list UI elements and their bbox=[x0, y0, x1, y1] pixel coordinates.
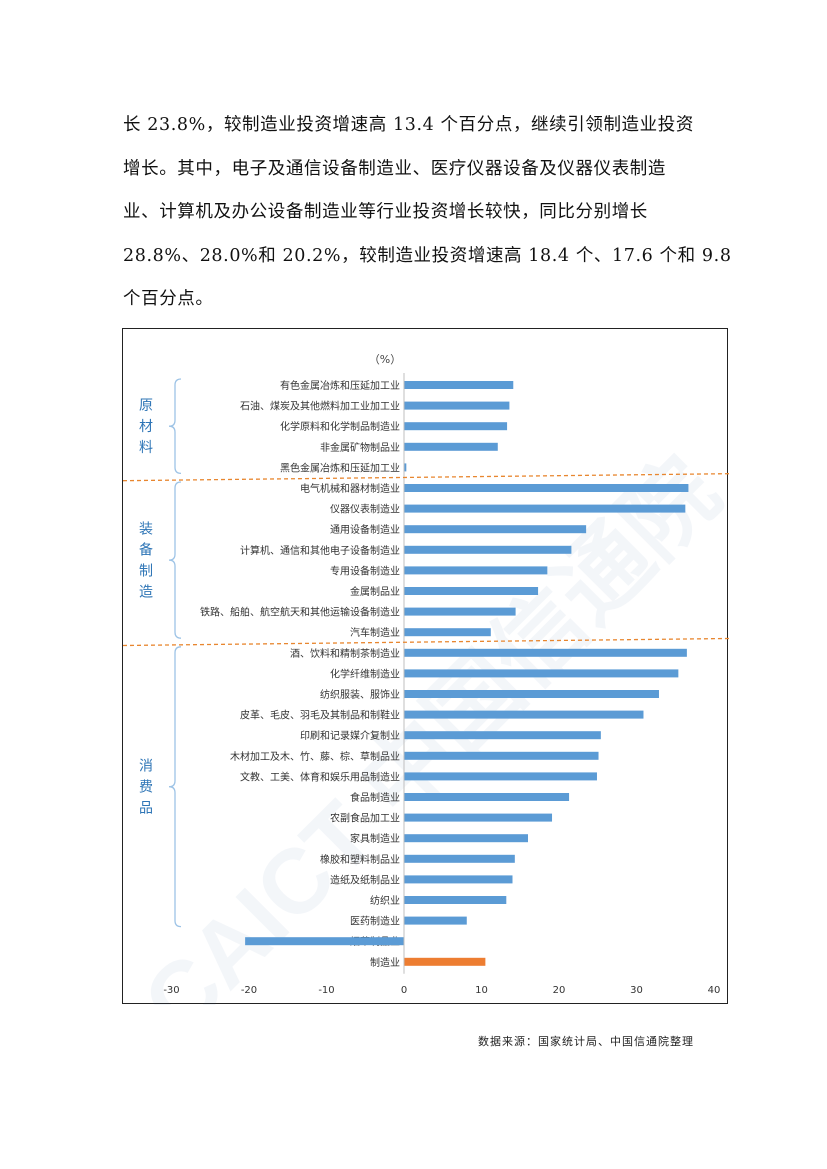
unit-label: （%） bbox=[369, 353, 401, 366]
x-tick-label: 0 bbox=[401, 985, 407, 996]
category-label: 家具制造业 bbox=[350, 832, 400, 845]
paragraph-line: 长 23.8%，较制造业投资增速高 13.4 个百分点，继续引领制造业投资 bbox=[123, 115, 694, 135]
group-label-char: 装 bbox=[139, 522, 153, 538]
category-label: 电气机械和器材制造业 bbox=[300, 482, 400, 495]
group-bracket bbox=[168, 378, 182, 475]
category-label: 铁路、船舶、航空航天和其他运输设备制造业 bbox=[200, 606, 400, 619]
bar bbox=[245, 937, 404, 946]
x-tick-label: -30 bbox=[163, 985, 179, 996]
group-bracket bbox=[168, 481, 182, 639]
category-label: 非金属矿物制品业 bbox=[320, 441, 400, 454]
x-tick-label: -10 bbox=[318, 985, 334, 996]
category-label: 化学纤维制造业 bbox=[330, 667, 400, 680]
category-label: 橡胶和塑料制品业 bbox=[320, 853, 400, 866]
paragraph-line: 增长。其中，电子及通信设备制造业、医疗仪器设备及仪器仪表制造 bbox=[123, 158, 666, 179]
group-label-char: 原 bbox=[139, 398, 153, 414]
bar bbox=[404, 731, 601, 740]
category-label: 皮革、毛皮、羽毛及其制品和制鞋业 bbox=[240, 709, 400, 722]
group-label-char: 造 bbox=[139, 585, 153, 601]
category-label: 金属制品业 bbox=[350, 585, 400, 598]
category-label: 造纸及纸制品业 bbox=[330, 873, 400, 886]
category-label: 医药制造业 bbox=[350, 915, 400, 928]
category-label: 印刷和记录媒介复制业 bbox=[300, 729, 400, 742]
bar bbox=[404, 854, 515, 863]
bar bbox=[404, 607, 516, 616]
category-label: 化学原料和化学制品制造业 bbox=[280, 420, 400, 433]
category-label: 文教、工美、体育和娱乐用品制造业 bbox=[240, 770, 400, 783]
bar bbox=[404, 525, 587, 534]
category-label: 纺织服装、服饰业 bbox=[320, 688, 400, 701]
group-label-char: 材 bbox=[139, 419, 153, 435]
category-label: 汽车制造业 bbox=[350, 626, 400, 639]
category-label: 石油、煤炭及其他燃料加工业加工业 bbox=[240, 400, 400, 413]
group-separator bbox=[123, 637, 729, 647]
bar bbox=[404, 566, 548, 575]
source-note: 数据来源：国家统计局、中国信通院整理 bbox=[478, 1035, 694, 1048]
bar bbox=[404, 545, 572, 554]
category-label: 食品制造业 bbox=[350, 791, 400, 804]
bar bbox=[404, 381, 514, 389]
group-label-char: 料 bbox=[139, 440, 153, 456]
bar bbox=[404, 648, 687, 657]
bar bbox=[404, 463, 407, 472]
group-label-char: 备 bbox=[139, 542, 153, 559]
bar bbox=[404, 628, 491, 637]
chart-frame: CAICT 中国信通院 （%） 有色金属冶炼和压延加工业 石油、煤炭及其他燃料加工… bbox=[122, 328, 729, 1005]
bar bbox=[404, 710, 644, 719]
group-label-char: 消 bbox=[139, 759, 153, 775]
bar bbox=[404, 422, 508, 431]
bar bbox=[404, 957, 486, 966]
bar bbox=[404, 896, 507, 904]
bar bbox=[404, 875, 513, 884]
bar bbox=[404, 587, 539, 595]
category-label: 木材加工及木、竹、藤、棕、草制品业 bbox=[230, 750, 400, 763]
x-tick-label: 20 bbox=[553, 985, 566, 996]
x-tick-label: 30 bbox=[630, 985, 643, 996]
body-paragraph: 长 23.8%，较制造业投资增速高 13.4 个百分点，继续引领制造业投资 增长… bbox=[123, 104, 732, 322]
x-tick-label: -20 bbox=[241, 985, 257, 996]
group-label-char: 费 bbox=[139, 780, 153, 796]
category-label: 通用设备制造业 bbox=[330, 523, 400, 536]
paragraph-line: 业、计算机及办公设备制造业等行业投资增长较快，同比分别增长 bbox=[123, 202, 648, 222]
bar bbox=[404, 772, 597, 781]
category-label: 农副食品加工业 bbox=[330, 812, 400, 825]
category-label: 酒、饮料和精制茶制造业 bbox=[290, 647, 400, 660]
bar-chart: CAICT 中国信通院 （%） 有色金属冶炼和压延加工业石油、煤炭及其他燃料加工… bbox=[123, 353, 729, 1005]
paragraph-line: 28.8%、28.0%和 20.2%，较制造业投资增速高 18.4 个、17.6… bbox=[123, 245, 732, 266]
category-label: 仪器仪表制造业 bbox=[330, 503, 400, 516]
category-label: 制造业 bbox=[370, 956, 400, 969]
bar bbox=[404, 504, 686, 513]
bar bbox=[404, 916, 467, 925]
x-tick-label: 10 bbox=[475, 985, 488, 996]
group-label-char: 品 bbox=[139, 801, 153, 817]
bar bbox=[404, 484, 689, 492]
paragraph-line: 个百分点。 bbox=[123, 289, 214, 309]
bar bbox=[404, 690, 659, 698]
bar bbox=[404, 834, 528, 843]
bar bbox=[404, 751, 599, 760]
group-bracket bbox=[168, 646, 182, 928]
category-label: 计算机、通信和其他电子设备制造业 bbox=[240, 544, 400, 557]
group-separator bbox=[123, 473, 729, 482]
category-label: 专用设备制造业 bbox=[330, 564, 400, 577]
bar bbox=[404, 793, 570, 801]
bar bbox=[404, 442, 498, 451]
group-label-char: 制 bbox=[139, 564, 153, 580]
x-tick-label: 40 bbox=[708, 985, 721, 996]
bar bbox=[404, 401, 510, 410]
bar bbox=[404, 669, 679, 678]
plot-area: 有色金属冶炼和压延加工业石油、煤炭及其他燃料加工业加工业化学原料和化学制品制造业… bbox=[123, 373, 729, 996]
category-label: 有色金属冶炼和压延加工业 bbox=[280, 379, 400, 392]
category-label: 纺织业 bbox=[370, 894, 400, 907]
category-label: 黑色金属冶炼和压延加工业 bbox=[280, 461, 400, 474]
bar bbox=[404, 813, 553, 822]
